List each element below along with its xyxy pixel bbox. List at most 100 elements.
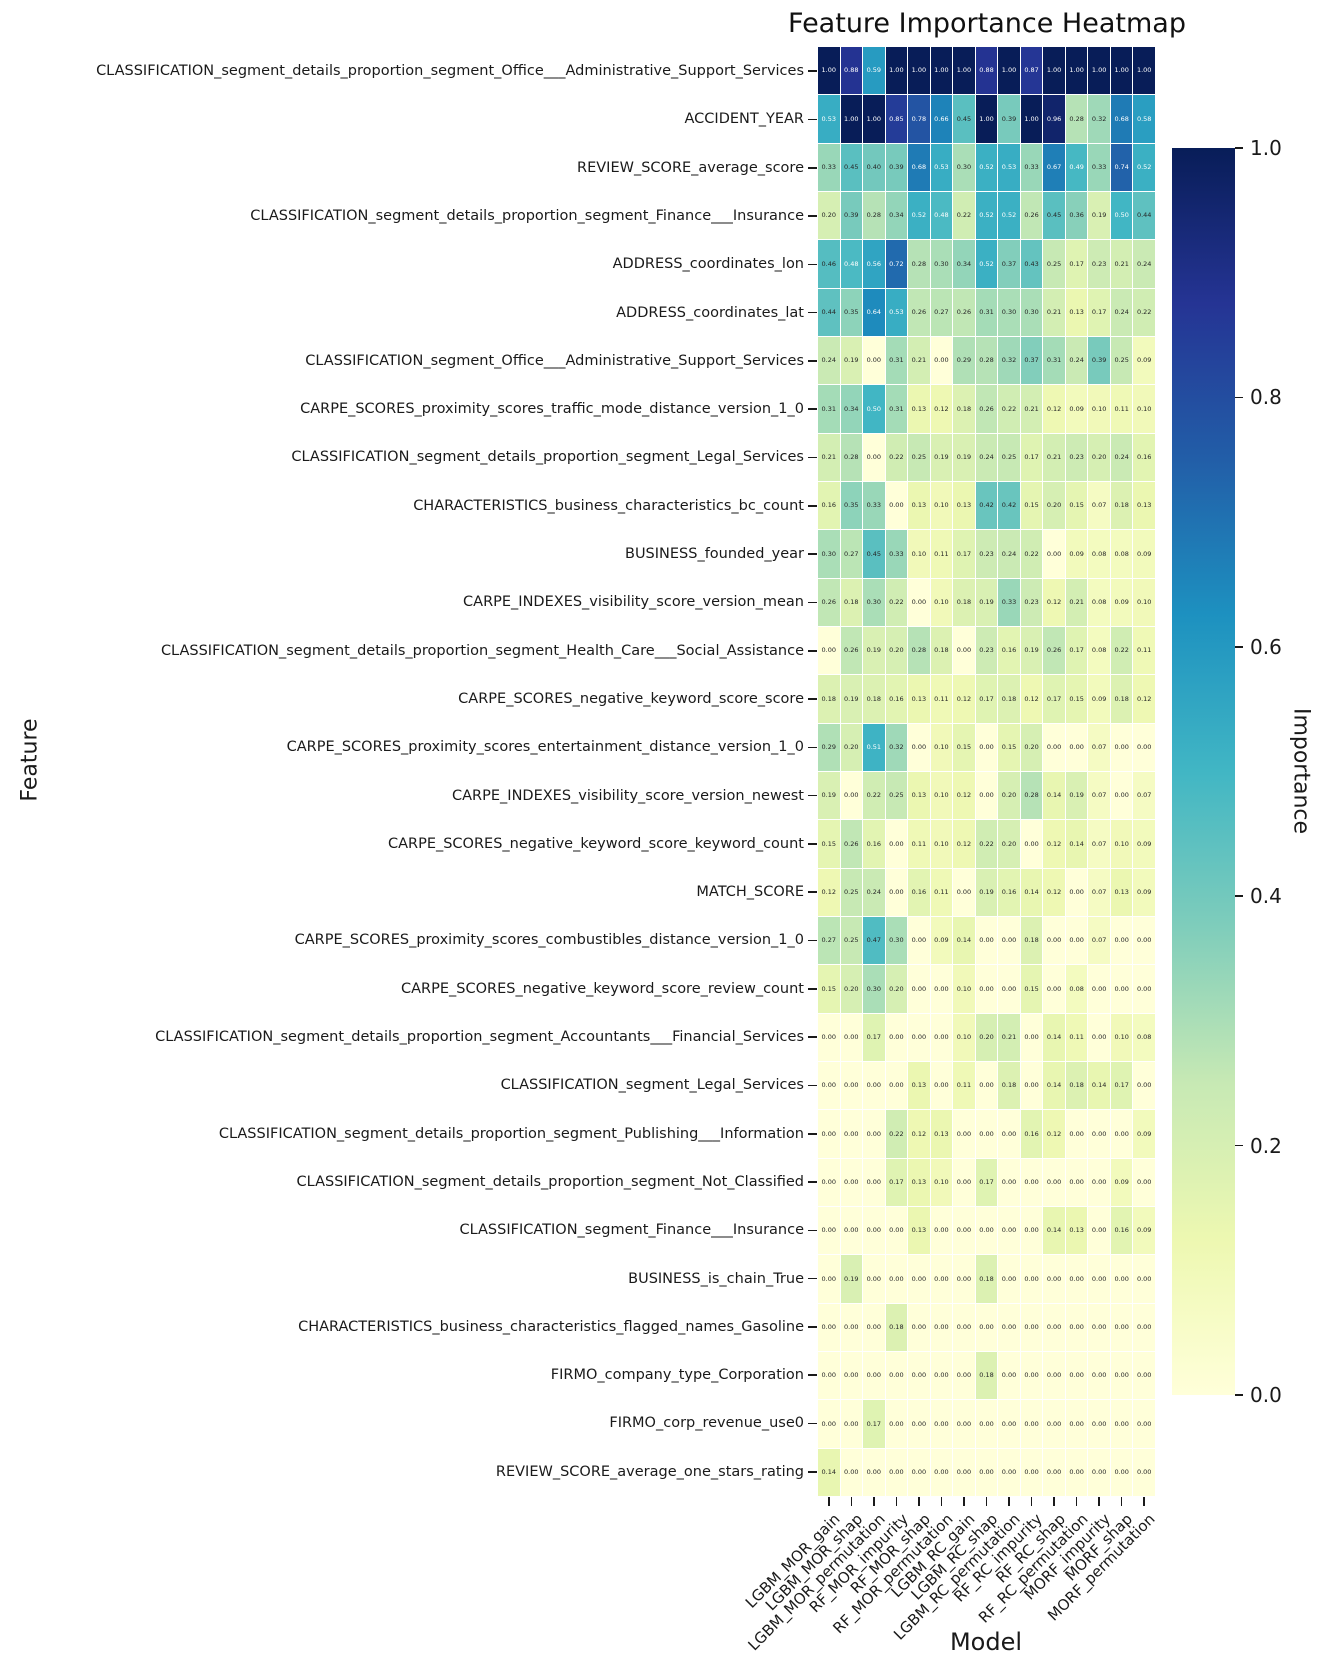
heatmap-cell: 1.00 xyxy=(1020,95,1043,143)
heatmap-cell: 0.12 xyxy=(1043,385,1065,433)
heatmap-cell: 0.66 xyxy=(930,95,953,143)
heatmap-cell: 0.00 xyxy=(1065,1448,1088,1496)
heatmap-cell: 0.00 xyxy=(1110,965,1133,1013)
heatmap-cell: 0.21 xyxy=(1065,578,1088,626)
heatmap-cell: 0.30 xyxy=(818,530,840,578)
x-tick-mark xyxy=(940,1497,943,1506)
y-tick-label: MATCH_SCORE xyxy=(696,884,804,901)
y-tick-label: CARPE_SCORES_proximity_scores_entertainm… xyxy=(286,739,804,756)
heatmap-cell: 0.88 xyxy=(975,47,998,95)
heatmap-cell: 0.48 xyxy=(930,191,953,240)
heatmap-cell: 0.85 xyxy=(885,95,908,143)
heatmap-cell: 0.00 xyxy=(885,1351,908,1400)
heatmap-cell: 0.20 xyxy=(1043,481,1065,530)
heatmap-cell: 0.32 xyxy=(998,336,1020,385)
heatmap-cell: 0.00 xyxy=(930,336,953,385)
heatmap-cell: 0.18 xyxy=(1110,675,1133,723)
heatmap-cell: 0.08 xyxy=(1110,530,1133,578)
heatmap-cell: 0.00 xyxy=(863,1110,885,1158)
heatmap-cell: 0.27 xyxy=(818,916,840,965)
heatmap-cell: 0.11 xyxy=(930,868,953,916)
x-tick-mark xyxy=(1098,1497,1100,1506)
heatmap-cell: 0.00 xyxy=(818,1255,840,1303)
heatmap-cell: 0.19 xyxy=(975,578,998,626)
y-tick-mark xyxy=(808,263,817,266)
heatmap-cell: 0.24 xyxy=(975,433,998,481)
heatmap-cell: 0.00 xyxy=(908,578,930,626)
heatmap-cell: 0.00 xyxy=(818,1110,840,1158)
heatmap-cell: 0.30 xyxy=(885,916,908,965)
heatmap-cell: 0.00 xyxy=(818,1303,840,1351)
heatmap-cell: 0.33 xyxy=(818,143,840,191)
heatmap-cell: 0.00 xyxy=(1043,965,1065,1013)
heatmap-cell: 0.00 xyxy=(1065,868,1088,916)
heatmap-cell: 0.12 xyxy=(908,1110,930,1158)
heatmap-cell: 0.18 xyxy=(1065,1061,1088,1110)
heatmap-cell: 0.09 xyxy=(1065,385,1088,433)
heatmap-cell: 0.32 xyxy=(1088,95,1110,143)
colorbar-tick-mark xyxy=(1235,646,1243,648)
y-tick-mark xyxy=(808,601,817,604)
heatmap-cell: 0.22 xyxy=(885,578,908,626)
heatmap-cell: 1.00 xyxy=(908,47,930,95)
heatmap-cell: 0.12 xyxy=(1043,820,1065,868)
colorbar-title: Importance xyxy=(1288,707,1314,835)
heatmap-cell: 0.28 xyxy=(1020,771,1043,820)
heatmap-cell: 0.11 xyxy=(1133,626,1155,675)
heatmap-cell: 0.28 xyxy=(908,240,930,288)
heatmap-cell: 0.11 xyxy=(953,1061,975,1110)
heatmap-cell: 0.39 xyxy=(885,143,908,191)
heatmap-cell: 0.19 xyxy=(840,336,863,385)
heatmap-cell: 0.00 xyxy=(1133,916,1155,965)
heatmap-cell: 0.74 xyxy=(1110,143,1133,191)
chart-title: Feature Importance Heatmap xyxy=(788,8,1186,39)
heatmap-cell: 0.00 xyxy=(1088,1448,1110,1496)
heatmap-cell: 0.00 xyxy=(840,1303,863,1351)
heatmap-cell: 0.36 xyxy=(1065,191,1088,240)
heatmap-cell: 0.00 xyxy=(840,1400,863,1448)
heatmap-cell: 0.00 xyxy=(885,1061,908,1110)
heatmap-cell: 0.48 xyxy=(840,240,863,288)
heatmap-cell: 0.26 xyxy=(975,385,998,433)
heatmap-cell: 0.33 xyxy=(863,481,885,530)
heatmap-cell: 0.22 xyxy=(998,385,1020,433)
heatmap-cell: 0.00 xyxy=(818,626,840,675)
heatmap-cell: 0.19 xyxy=(975,868,998,916)
heatmap-cell: 0.78 xyxy=(908,95,930,143)
y-tick-label: BUSINESS_founded_year xyxy=(625,546,804,562)
heatmap-cell: 0.20 xyxy=(818,191,840,240)
heatmap-cell: 0.09 xyxy=(1065,530,1088,578)
heatmap-cell: 0.00 xyxy=(1043,1351,1065,1400)
heatmap-cell: 0.00 xyxy=(1043,1303,1065,1351)
heatmap-cell: 0.08 xyxy=(1088,530,1110,578)
heatmap-cell: 0.64 xyxy=(863,288,885,336)
heatmap-cell: 0.08 xyxy=(1088,578,1110,626)
heatmap-cell: 0.53 xyxy=(998,143,1020,191)
heatmap-cell: 0.00 xyxy=(1043,530,1065,578)
heatmap-cell: 0.16 xyxy=(863,820,885,868)
heatmap-cell: 0.53 xyxy=(885,288,908,336)
heatmap-cell: 0.00 xyxy=(1088,965,1110,1013)
heatmap-cell: 0.25 xyxy=(1043,240,1065,288)
heatmap-cell: 0.37 xyxy=(998,240,1020,288)
heatmap-cell: 0.00 xyxy=(975,1110,998,1158)
heatmap-cell: 0.44 xyxy=(818,288,840,336)
heatmap-cell: 0.24 xyxy=(1110,288,1133,336)
y-tick-label: ADDRESS_coordinates_lon xyxy=(612,256,804,273)
heatmap-cell: 0.09 xyxy=(1133,868,1155,916)
heatmap-cell: 0.00 xyxy=(930,1351,953,1400)
heatmap-cell: 0.56 xyxy=(863,240,885,288)
heatmap-cell: 0.45 xyxy=(840,143,863,191)
heatmap-cell: 0.28 xyxy=(1065,95,1088,143)
heatmap-cell: 0.13 xyxy=(1065,288,1088,336)
heatmap-cell: 0.00 xyxy=(998,1351,1020,1400)
heatmap-cell: 0.10 xyxy=(1133,578,1155,626)
heatmap-cell: 0.00 xyxy=(818,1013,840,1061)
heatmap-cell: 0.19 xyxy=(930,433,953,481)
heatmap-cell: 0.10 xyxy=(953,965,975,1013)
heatmap-cell: 0.09 xyxy=(930,916,953,965)
heatmap-cell: 0.16 xyxy=(908,868,930,916)
heatmap-cell: 0.34 xyxy=(840,385,863,433)
heatmap-cell: 0.00 xyxy=(1133,965,1155,1013)
heatmap-cell: 0.00 xyxy=(1065,1255,1088,1303)
